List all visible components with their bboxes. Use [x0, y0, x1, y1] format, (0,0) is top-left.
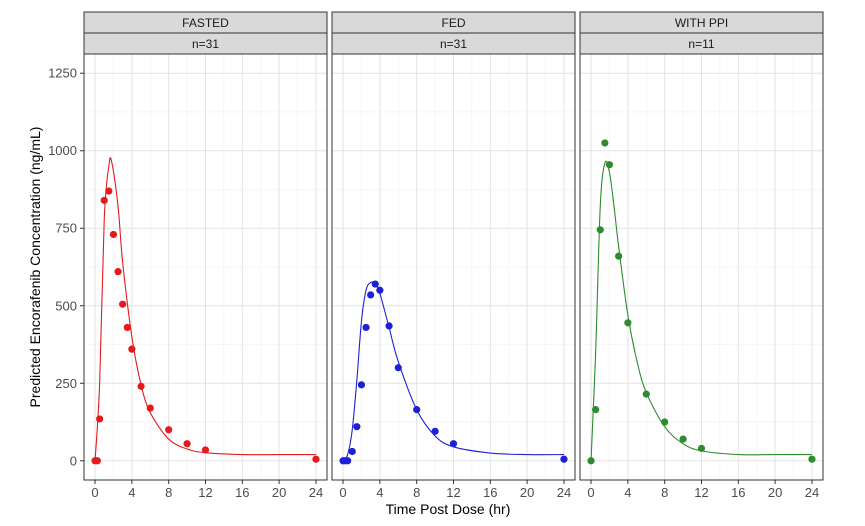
- observed-point: [96, 415, 104, 423]
- y-tick-label: 0: [70, 453, 77, 468]
- observed-point: [376, 286, 384, 294]
- observed-point: [357, 381, 366, 389]
- x-tick-label: 24: [309, 485, 323, 500]
- x-tick-label: 24: [805, 485, 819, 500]
- x-tick-label: 16: [235, 485, 249, 500]
- observed-point: [560, 455, 568, 463]
- observed-point: [353, 423, 361, 431]
- observed-point: [123, 323, 131, 332]
- observed-point: [128, 345, 136, 353]
- observed-point: [592, 406, 600, 414]
- observed-point: [119, 300, 127, 308]
- facet-panel: FASTED n=31 0 4 8 12 16 20 24: [83, 11, 328, 500]
- x-tick-label: 16: [483, 485, 497, 500]
- observed-point: [114, 268, 122, 276]
- observed-point: [183, 440, 191, 448]
- strip-label-n: n=11: [688, 37, 714, 51]
- strip-bottom-box: [579, 32, 824, 55]
- x-tick-label: 0: [587, 485, 594, 500]
- y-tick-label: 1000: [48, 143, 77, 158]
- observed-point: [661, 418, 669, 426]
- strip-label-condition: FED: [442, 16, 466, 30]
- observed-point: [165, 426, 173, 434]
- observed-point: [146, 404, 154, 412]
- observed-point: [344, 457, 352, 465]
- x-tick-label: 16: [731, 485, 745, 500]
- observed-point: [362, 323, 370, 332]
- x-tick-label: 20: [272, 485, 286, 500]
- x-axis-title: Time Post Dose (hr): [386, 501, 511, 517]
- observed-point: [93, 457, 101, 465]
- y-tick-label: 500: [55, 298, 77, 313]
- observed-point: [642, 390, 650, 398]
- observed-point: [385, 322, 393, 330]
- observed-point: [679, 435, 687, 443]
- x-tick-label: 12: [198, 485, 212, 500]
- x-tick-label: 4: [128, 485, 135, 500]
- observed-point: [100, 196, 108, 204]
- observed-point: [371, 280, 379, 288]
- facet-panel: FED n=31 0 4 8 12 16 20 24: [331, 11, 576, 500]
- x-tick-label: 12: [694, 485, 708, 500]
- observed-point: [105, 187, 113, 195]
- observed-point: [413, 406, 421, 414]
- y-axis-title: Predicted Encorafenib Concentration (ng/…: [27, 127, 43, 408]
- y-tick-label: 250: [55, 376, 77, 391]
- strip-bottom-box: [83, 32, 328, 55]
- strip-label-condition: WITH PPI: [675, 16, 728, 30]
- x-tick-label: 0: [339, 485, 346, 500]
- observed-point: [394, 364, 402, 372]
- x-tick-label: 24: [557, 485, 571, 500]
- x-tick-label: 20: [768, 485, 782, 500]
- facet-panel: WITH PPI n=11 0 4 8 12 16 20 24: [579, 11, 824, 500]
- observed-point: [596, 226, 604, 234]
- y-tick-label: 1250: [48, 66, 77, 81]
- strip-label-n: n=31: [440, 37, 467, 51]
- strip-bottom-box: [331, 32, 576, 55]
- fitted-curve-line: [94, 157, 316, 461]
- observed-point: [449, 440, 458, 448]
- observed-point: [697, 444, 706, 452]
- observed-point: [137, 382, 145, 390]
- observed-point: [367, 291, 375, 299]
- observed-point: [201, 446, 210, 454]
- observed-point: [312, 455, 320, 463]
- strip-label-n: n=31: [192, 37, 219, 51]
- strip-label-condition: FASTED: [182, 16, 229, 30]
- y-tick-label: 750: [55, 221, 77, 236]
- x-tick-label: 0: [91, 485, 98, 500]
- x-tick-label: 4: [624, 485, 631, 500]
- x-tick-label: 8: [661, 485, 668, 500]
- x-tick-label: 20: [520, 485, 534, 500]
- observed-point: [624, 319, 632, 327]
- x-tick-label: 8: [413, 485, 420, 500]
- observed-point: [615, 252, 623, 260]
- observed-point: [601, 139, 609, 147]
- observed-point: [605, 161, 614, 169]
- observed-point: [431, 427, 439, 435]
- observed-point: [109, 230, 118, 239]
- x-tick-label: 8: [165, 485, 172, 500]
- x-tick-label: 12: [446, 485, 460, 500]
- fitted-curve-line: [590, 160, 812, 461]
- observed-point: [348, 447, 356, 456]
- observed-point: [587, 457, 595, 465]
- x-tick-label: 4: [376, 485, 383, 500]
- observed-point: [808, 455, 816, 463]
